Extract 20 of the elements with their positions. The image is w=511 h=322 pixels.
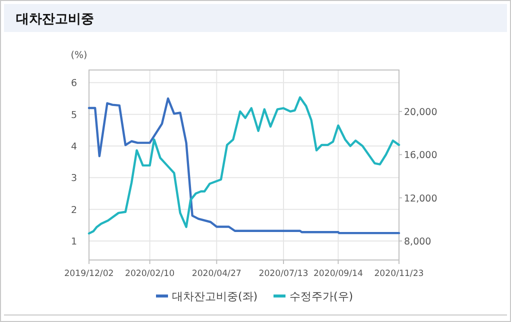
y-tick-label: 4	[70, 142, 77, 152]
y2-tick-label: 8,000	[404, 236, 432, 248]
legend-label: 수정주가(우)	[290, 290, 354, 303]
legend-label: 대차잔고비중(좌)	[172, 290, 258, 303]
x-tick-label: 2020/04/27	[192, 269, 242, 279]
y-tick-label: 2	[70, 204, 77, 216]
x-tick-label: 2019/12/02	[64, 269, 114, 279]
x-tick-label: 2020/09/14	[313, 269, 363, 279]
y-tick-label: 5	[70, 110, 77, 121]
x-tick-label: 2020/07/13	[258, 269, 308, 279]
y-tick-label: 1	[70, 236, 77, 248]
y-tick-label: 6	[70, 78, 77, 90]
y2-tick-label: 20,000	[404, 106, 438, 118]
y2-tick-label: 16,000	[404, 150, 438, 162]
y2-tick-label: 12,000	[404, 193, 438, 204]
y-tick-label: 3	[70, 173, 77, 184]
chart-title: 대차잔고비중	[16, 12, 94, 27]
y-axis-title: (%)	[70, 50, 88, 61]
x-tick-label: 2020/02/10	[125, 269, 175, 279]
x-tick-label: 2020/11/23	[374, 269, 424, 279]
